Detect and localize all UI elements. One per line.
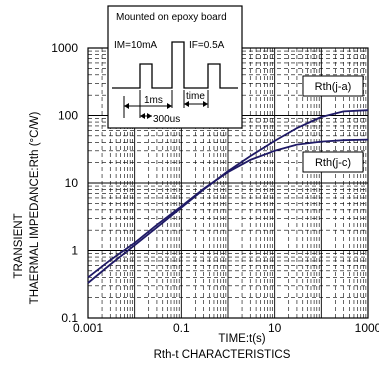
y-tick-labels: 1000 100 10 1 0.1 (51, 41, 78, 325)
inset-im-label: IM=10mA (114, 40, 157, 51)
legend-rth-jc: Rth(j-c) (302, 151, 364, 173)
x-tick-labels: 0.001 0.1 10 1000 (73, 321, 379, 335)
y-tick-label: 1000 (51, 41, 78, 55)
inset-title: Mounted on epoxy board (116, 12, 227, 23)
legend-rth-ja: Rth(j-a) (302, 75, 364, 97)
y-axis-label-line1: TRANSIENT (13, 213, 25, 278)
inset-if-label: IF=0.5A (189, 40, 225, 51)
inset-frame (107, 5, 243, 129)
inset-time-label: time (186, 91, 205, 102)
x-tick-label: 1000 (355, 321, 379, 335)
inset-pulse-diagram: Mounted on epoxy board IM=10mA IF=0.5A 1… (107, 5, 243, 129)
inset-300us-label: 300us (153, 114, 180, 125)
x-tick-label: 0.1 (173, 321, 190, 335)
y-tick-label: 10 (65, 176, 79, 190)
x-tick-label: 10 (268, 321, 282, 335)
y-tick-label: 0.1 (61, 311, 78, 325)
x-tick-label: 0.001 (73, 321, 103, 335)
x-axis-label: TIME:t(s) (218, 333, 265, 345)
series-layer (87, 109, 369, 284)
y-axis-label-line2: THAERMAL IMPEDANCE:Rth (°C/W) (29, 112, 41, 305)
legend-rth-ja-label: Rth(j-a) (315, 81, 352, 93)
y-tick-label: 1 (71, 244, 78, 258)
legend-rth-jc-label: Rth(j-c) (315, 157, 351, 169)
chart-title: Rth-t CHARACTERISTICS (154, 349, 291, 361)
y-tick-label: 100 (58, 109, 78, 123)
inset-1ms-label: 1ms (144, 95, 163, 106)
series-line-rth-jc (87, 138, 369, 279)
pulse-waveform (112, 41, 238, 89)
